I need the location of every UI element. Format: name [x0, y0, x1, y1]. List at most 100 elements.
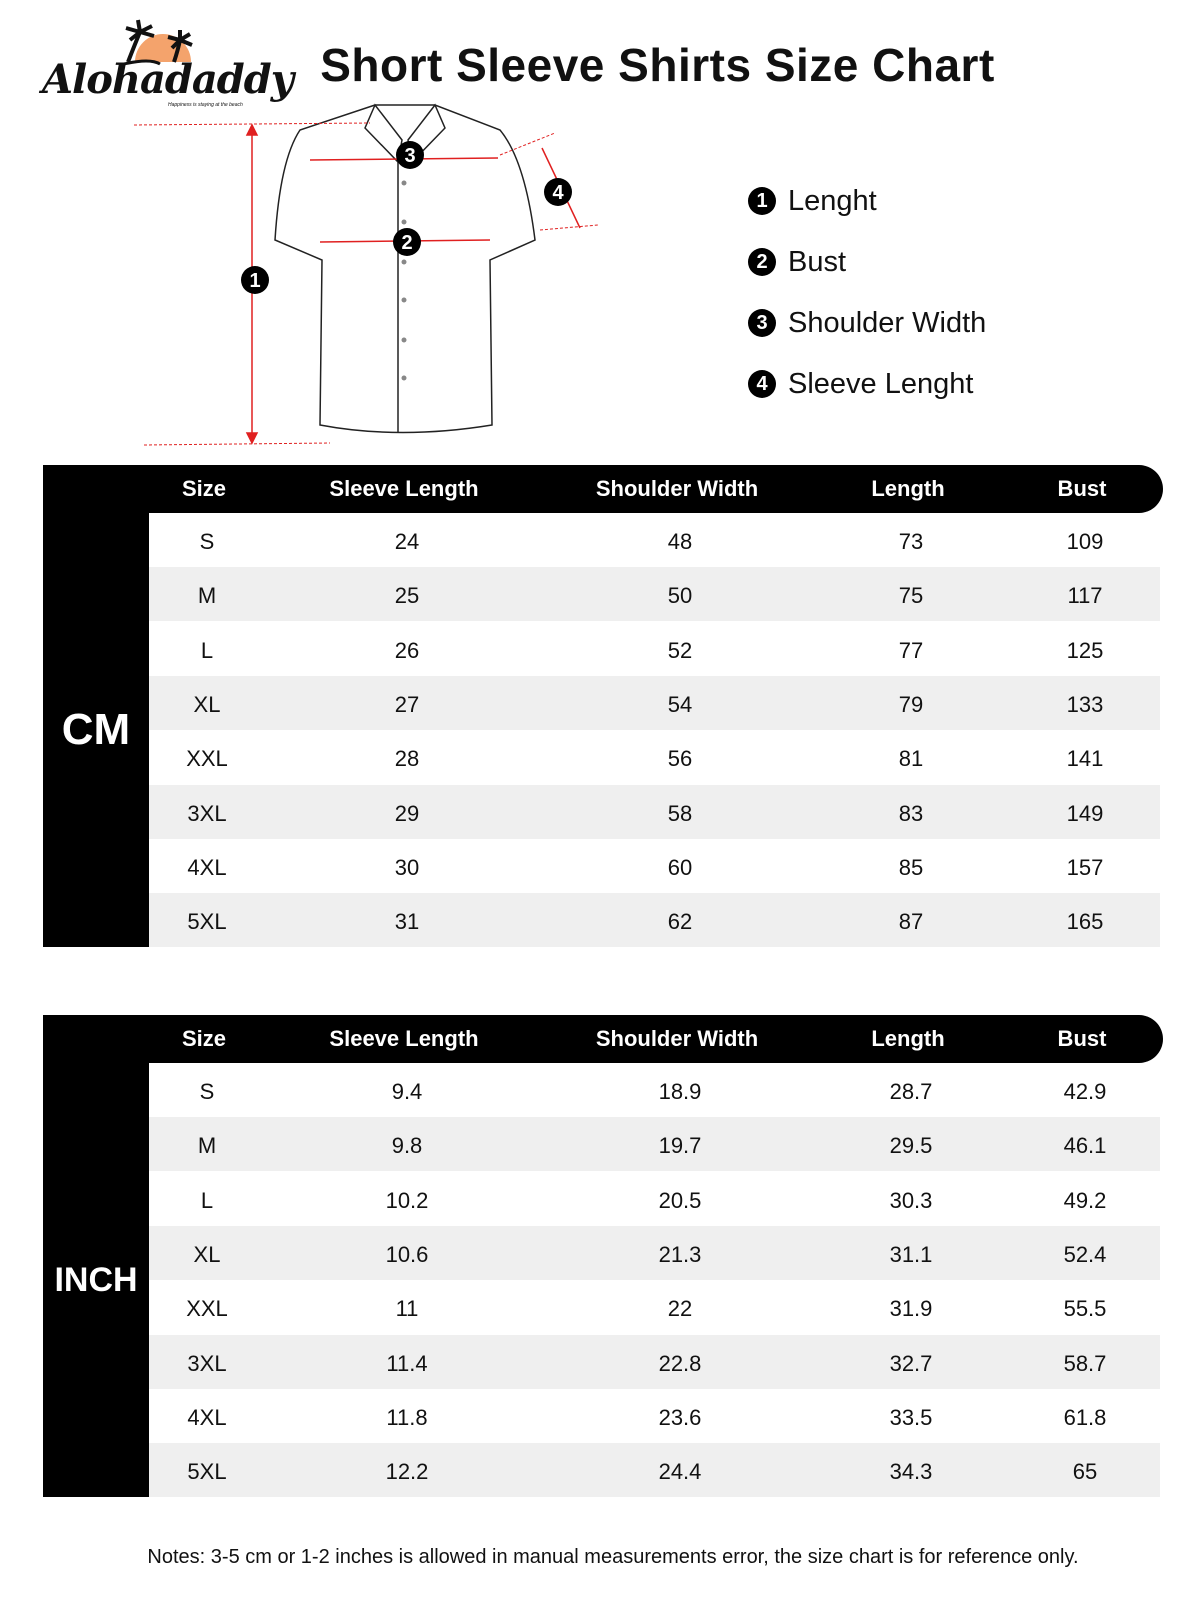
table-row: XXL 11 22 31.9 55.5: [149, 1280, 1160, 1334]
table-cell: 75: [898, 583, 924, 609]
table-cell: M: [197, 1133, 217, 1159]
column-header: Length: [871, 1026, 945, 1051]
table-cell: 11.8: [386, 1404, 428, 1430]
page-title: Short Sleeve Shirts Size Chart: [320, 39, 995, 91]
table-cell: 165: [1066, 909, 1104, 935]
table-row: XL 27 54 79 133: [149, 675, 1160, 730]
table-cell: 28.7: [889, 1079, 933, 1104]
inch-size-table: INCH Size Sleeve Length Shoulder Width Lengt…: [43, 1015, 1163, 1498]
table-cell: 5XL: [187, 1459, 227, 1485]
table-cell: XXL: [186, 1296, 228, 1322]
shirt-measurement-diagram: 1 2 3 4: [133, 103, 599, 446]
table-cell: 42.9: [1063, 1079, 1107, 1104]
table-cell: 10.6: [385, 1241, 429, 1267]
table-cell: 58: [667, 800, 693, 826]
table-row: S 9.4 18.9 28.7 42.9: [149, 1063, 1160, 1117]
table-cell: 56: [667, 746, 693, 772]
cm-size-table: CM Size Sleeve Length Shoulder Width Length B…: [43, 465, 1163, 948]
table-cell: 32.7: [889, 1350, 933, 1376]
table-row: 4XL 30 60 85 157: [149, 839, 1160, 893]
table-row: 5XL 12.2 24.4 34.3 65: [149, 1443, 1160, 1498]
table-cell: 85: [898, 854, 924, 880]
table-cell: S: [199, 529, 215, 554]
column-header: Bust: [1057, 476, 1107, 501]
table-cell: L: [200, 637, 214, 663]
table-cell: 22.8: [658, 1350, 702, 1376]
brand-name: Alohadaddy: [42, 56, 294, 103]
table-cell: 33.5: [889, 1404, 933, 1430]
table-cell: 50: [667, 583, 693, 609]
table-cell: 149: [1066, 800, 1104, 826]
column-header: Size: [181, 1026, 227, 1051]
table-cell: 9.4: [391, 1079, 423, 1104]
legend-item: 3 Shoulder Width: [748, 307, 986, 339]
table-cell: M: [197, 583, 217, 609]
table-row: M 25 50 75 117: [149, 567, 1160, 622]
table-cell: 48: [667, 529, 693, 554]
brand-logo: Alohadaddy Happiness is staying at the b…: [40, 14, 294, 114]
table-row: XXL 28 56 81 141: [149, 730, 1160, 784]
table-cell: 31.9: [889, 1296, 933, 1322]
table-row: 5XL 31 62 87 165: [149, 893, 1160, 948]
table-cell: 9.8: [391, 1133, 423, 1159]
marker-4: 4: [552, 182, 564, 204]
table-cell: 60: [667, 854, 693, 880]
table-cell: S: [199, 1079, 215, 1104]
table-cell: 29.5: [889, 1133, 933, 1159]
table-row: L 10.2 20.5 30.3 49.2: [149, 1172, 1160, 1226]
table-row: 3XL 29 58 83 149: [149, 784, 1160, 839]
legend-item: 1 Lenght: [748, 185, 986, 217]
table-cell: 62: [667, 909, 693, 935]
table-cell: 31: [394, 909, 420, 935]
table-row: 4XL 11.8 23.6 33.5 61.8: [149, 1389, 1160, 1443]
table-cell: 27: [394, 691, 420, 717]
notes: Notes: 3-5 cm or 1-2 inches is allowed i…: [147, 1546, 1079, 1568]
table-cell: 29: [394, 800, 420, 826]
table-row: 3XL 11.4 22.8 32.7 58.7: [149, 1334, 1160, 1389]
table-cell: 52.4: [1063, 1241, 1107, 1267]
marker-1: 1: [249, 270, 260, 292]
table-cell: 61.8: [1063, 1404, 1107, 1430]
table-row: XL 10.6 21.3 31.1 52.4: [149, 1225, 1160, 1280]
table-cell: 73: [898, 529, 924, 554]
table-cell: 20.5: [658, 1187, 702, 1213]
table-cell: L: [200, 1187, 214, 1213]
legend-item: 4 Sleeve Lenght: [748, 368, 986, 400]
table-cell: 157: [1066, 854, 1104, 880]
legend-item: 2 Bust: [748, 246, 986, 278]
table-cell: 77: [898, 637, 924, 663]
table-cell: 30: [394, 854, 420, 880]
unit-label: CM: [43, 465, 149, 948]
table-cell: 81: [898, 746, 924, 772]
table-cell: 3XL: [187, 1350, 227, 1376]
table-cell: 87: [898, 909, 924, 935]
table-cell: 52: [667, 637, 693, 663]
table-cell: 22: [667, 1296, 693, 1322]
table-cell: 109: [1066, 529, 1104, 554]
table-cell: 46.1: [1063, 1133, 1107, 1159]
table-cell: 11.4: [386, 1350, 428, 1376]
table-cell: 26: [394, 637, 420, 663]
table-cell: 19.7: [658, 1133, 702, 1159]
column-header: Size: [181, 476, 227, 501]
table-cell: 24: [394, 529, 420, 554]
table-cell: 79: [898, 691, 924, 717]
palm-sun-icon: [123, 19, 193, 66]
table-cell: 24.4: [658, 1459, 702, 1485]
table-cell: 12.2: [385, 1459, 429, 1485]
table-cell: 25: [394, 583, 420, 609]
unit-label: INCH: [43, 1015, 149, 1498]
table-cell: 5XL: [187, 909, 227, 935]
table-row: S 24 48 73 109: [149, 513, 1160, 567]
table-cell: 49.2: [1063, 1187, 1107, 1213]
measurement-legend: 1 Lenght 2 Bust 3 Shoulder Width 4 Sleeve Le…: [748, 185, 986, 430]
table-cell: XL: [193, 691, 221, 717]
column-header: Bust: [1057, 1026, 1107, 1051]
column-header: Length: [871, 476, 945, 501]
column-header: Sleeve Length: [329, 1026, 479, 1051]
brand-tagline: Happiness is staying at the beach: [168, 102, 243, 108]
table-cell: 58.7: [1063, 1350, 1107, 1376]
table-cell: XL: [193, 1241, 221, 1267]
table-cell: 54: [667, 691, 693, 717]
table-cell: 34.3: [889, 1459, 933, 1485]
